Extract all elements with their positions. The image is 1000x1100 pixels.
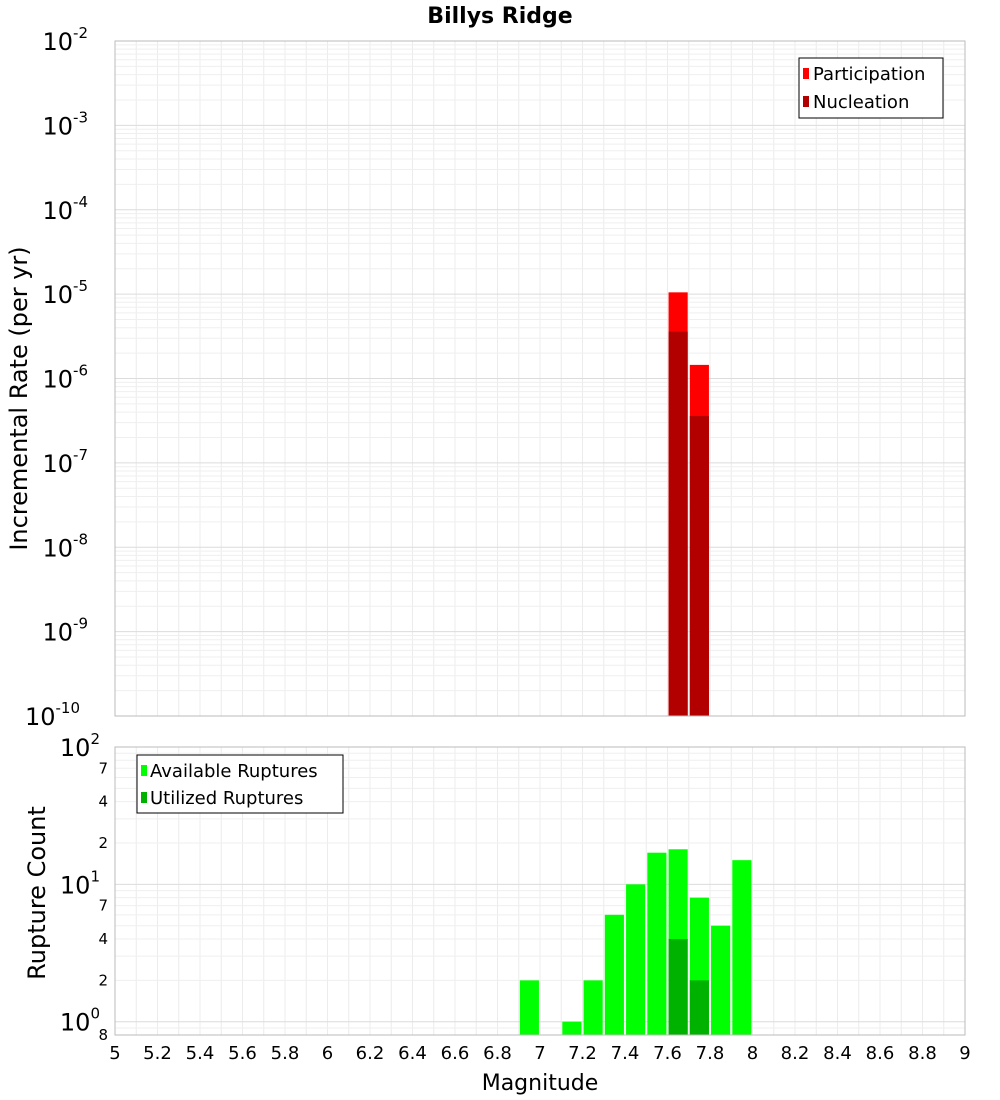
legend-label-utilized-ruptures: Utilized Ruptures bbox=[150, 788, 303, 809]
bar-utilized-ruptures bbox=[668, 939, 688, 1035]
bar-available-ruptures bbox=[732, 860, 752, 1035]
bar-available-ruptures bbox=[626, 884, 646, 1035]
y-tick-label: 10-7 bbox=[42, 446, 88, 478]
x-tick-label: 8.2 bbox=[781, 1043, 810, 1064]
bar-available-ruptures bbox=[562, 1021, 582, 1035]
top-y-axis-label: Incremental Rate (per yr) bbox=[5, 246, 33, 550]
y-tick-label-minor: 4 bbox=[98, 793, 108, 811]
legend-swatch-available-ruptures bbox=[141, 765, 147, 776]
legend-swatch-nucleation bbox=[803, 96, 809, 107]
bottom-plot-bars bbox=[519, 849, 752, 1035]
x-tick-label: 5.6 bbox=[228, 1043, 257, 1064]
bottom-plot-grid bbox=[114, 747, 966, 1036]
y-tick-label: 10-2 bbox=[42, 24, 88, 56]
top-legend-box bbox=[798, 57, 944, 119]
x-tick-label: 6.6 bbox=[441, 1043, 470, 1064]
x-tick-label: 7.4 bbox=[611, 1043, 640, 1064]
x-tick-label: 5.2 bbox=[143, 1043, 172, 1064]
legend-label-available-ruptures: Available Ruptures bbox=[150, 761, 318, 782]
y-tick-label: 102 bbox=[60, 730, 100, 762]
x-tick-label: 8.8 bbox=[908, 1043, 937, 1064]
y-tick-label-minor: 7 bbox=[98, 897, 108, 915]
bar-available-ruptures bbox=[604, 914, 624, 1035]
bottom-plot-frame bbox=[114, 746, 966, 1036]
x-tick-label: 9 bbox=[959, 1043, 970, 1064]
x-tick-label: 8 bbox=[747, 1043, 758, 1064]
top-plot-bars bbox=[668, 292, 709, 716]
bar-nucleation bbox=[689, 415, 709, 716]
top-plot-frame bbox=[114, 40, 966, 717]
y-tick-label: 10-8 bbox=[42, 530, 88, 562]
top-legend: Participation Nucleation bbox=[798, 57, 944, 119]
y-tick-label: 10-10 bbox=[25, 699, 80, 731]
x-tick-label: 5.8 bbox=[271, 1043, 300, 1064]
y-tick-label: 10-6 bbox=[42, 362, 88, 394]
x-tick-label: 7 bbox=[534, 1043, 545, 1064]
y-tick-label: 10-4 bbox=[42, 193, 88, 225]
bottom-y-tick-labels: 100 101 102 8 2 4 7 2 4 7 bbox=[60, 730, 108, 1044]
chart-title: Billys Ridge bbox=[427, 4, 572, 29]
y-tick-label-minor: 2 bbox=[98, 971, 108, 989]
x-tick-label: 5 bbox=[109, 1043, 120, 1064]
x-tick-label: 7.2 bbox=[568, 1043, 597, 1064]
x-tick-label: 6.4 bbox=[398, 1043, 427, 1064]
top-plot-grid bbox=[114, 41, 966, 717]
y-tick-label-minor: 7 bbox=[98, 759, 108, 777]
x-tick-label: 8.6 bbox=[866, 1043, 895, 1064]
legend-swatch-participation bbox=[803, 68, 809, 79]
x-tick-label: 6 bbox=[322, 1043, 333, 1064]
bottom-legend-box bbox=[136, 754, 344, 814]
y-tick-label: 100 bbox=[60, 1005, 100, 1037]
x-tick-label: 7.6 bbox=[653, 1043, 682, 1064]
x-tick-label: 6.8 bbox=[483, 1043, 512, 1064]
y-tick-label: 10-3 bbox=[42, 108, 88, 140]
y-tick-label: 10-5 bbox=[42, 277, 88, 309]
y-tick-label: 10-9 bbox=[42, 615, 88, 647]
legend-label-participation: Participation bbox=[813, 64, 925, 85]
y-tick-label-minor: 2 bbox=[98, 834, 108, 852]
x-axis-label: Magnitude bbox=[482, 1071, 599, 1096]
x-tick-label: 8.4 bbox=[823, 1043, 852, 1064]
y-tick-label: 101 bbox=[60, 867, 100, 899]
bar-utilized-ruptures bbox=[689, 980, 709, 1035]
top-y-tick-labels: 10-10 10-9 10-8 10-7 10-6 10-5 10-4 10-3 10-2 bbox=[25, 24, 88, 731]
bar-available-ruptures bbox=[519, 980, 539, 1035]
x-tick-label: 7.8 bbox=[696, 1043, 725, 1064]
x-tick-label: 6.2 bbox=[356, 1043, 385, 1064]
x-tick-label: 5.4 bbox=[186, 1043, 215, 1064]
y-tick-label-minor: 4 bbox=[98, 930, 108, 948]
bottom-legend: Available Ruptures Utilized Ruptures bbox=[136, 754, 344, 814]
bar-available-ruptures bbox=[711, 925, 731, 1035]
bar-available-ruptures bbox=[647, 852, 667, 1035]
bar-available-ruptures bbox=[583, 980, 603, 1035]
y-tick-label-minor: 8 bbox=[98, 1026, 108, 1044]
x-tick-labels: 5 5.2 5.4 5.6 5.8 6 6.2 6.4 6.6 6.8 7 7.2 7.4 7.6 7.8 8… bbox=[109, 1043, 970, 1064]
bar-nucleation bbox=[668, 331, 688, 716]
bottom-y-axis-label: Rupture Count bbox=[23, 806, 51, 980]
legend-label-nucleation: Nucleation bbox=[813, 92, 909, 113]
legend-swatch-utilized-ruptures bbox=[141, 792, 147, 803]
